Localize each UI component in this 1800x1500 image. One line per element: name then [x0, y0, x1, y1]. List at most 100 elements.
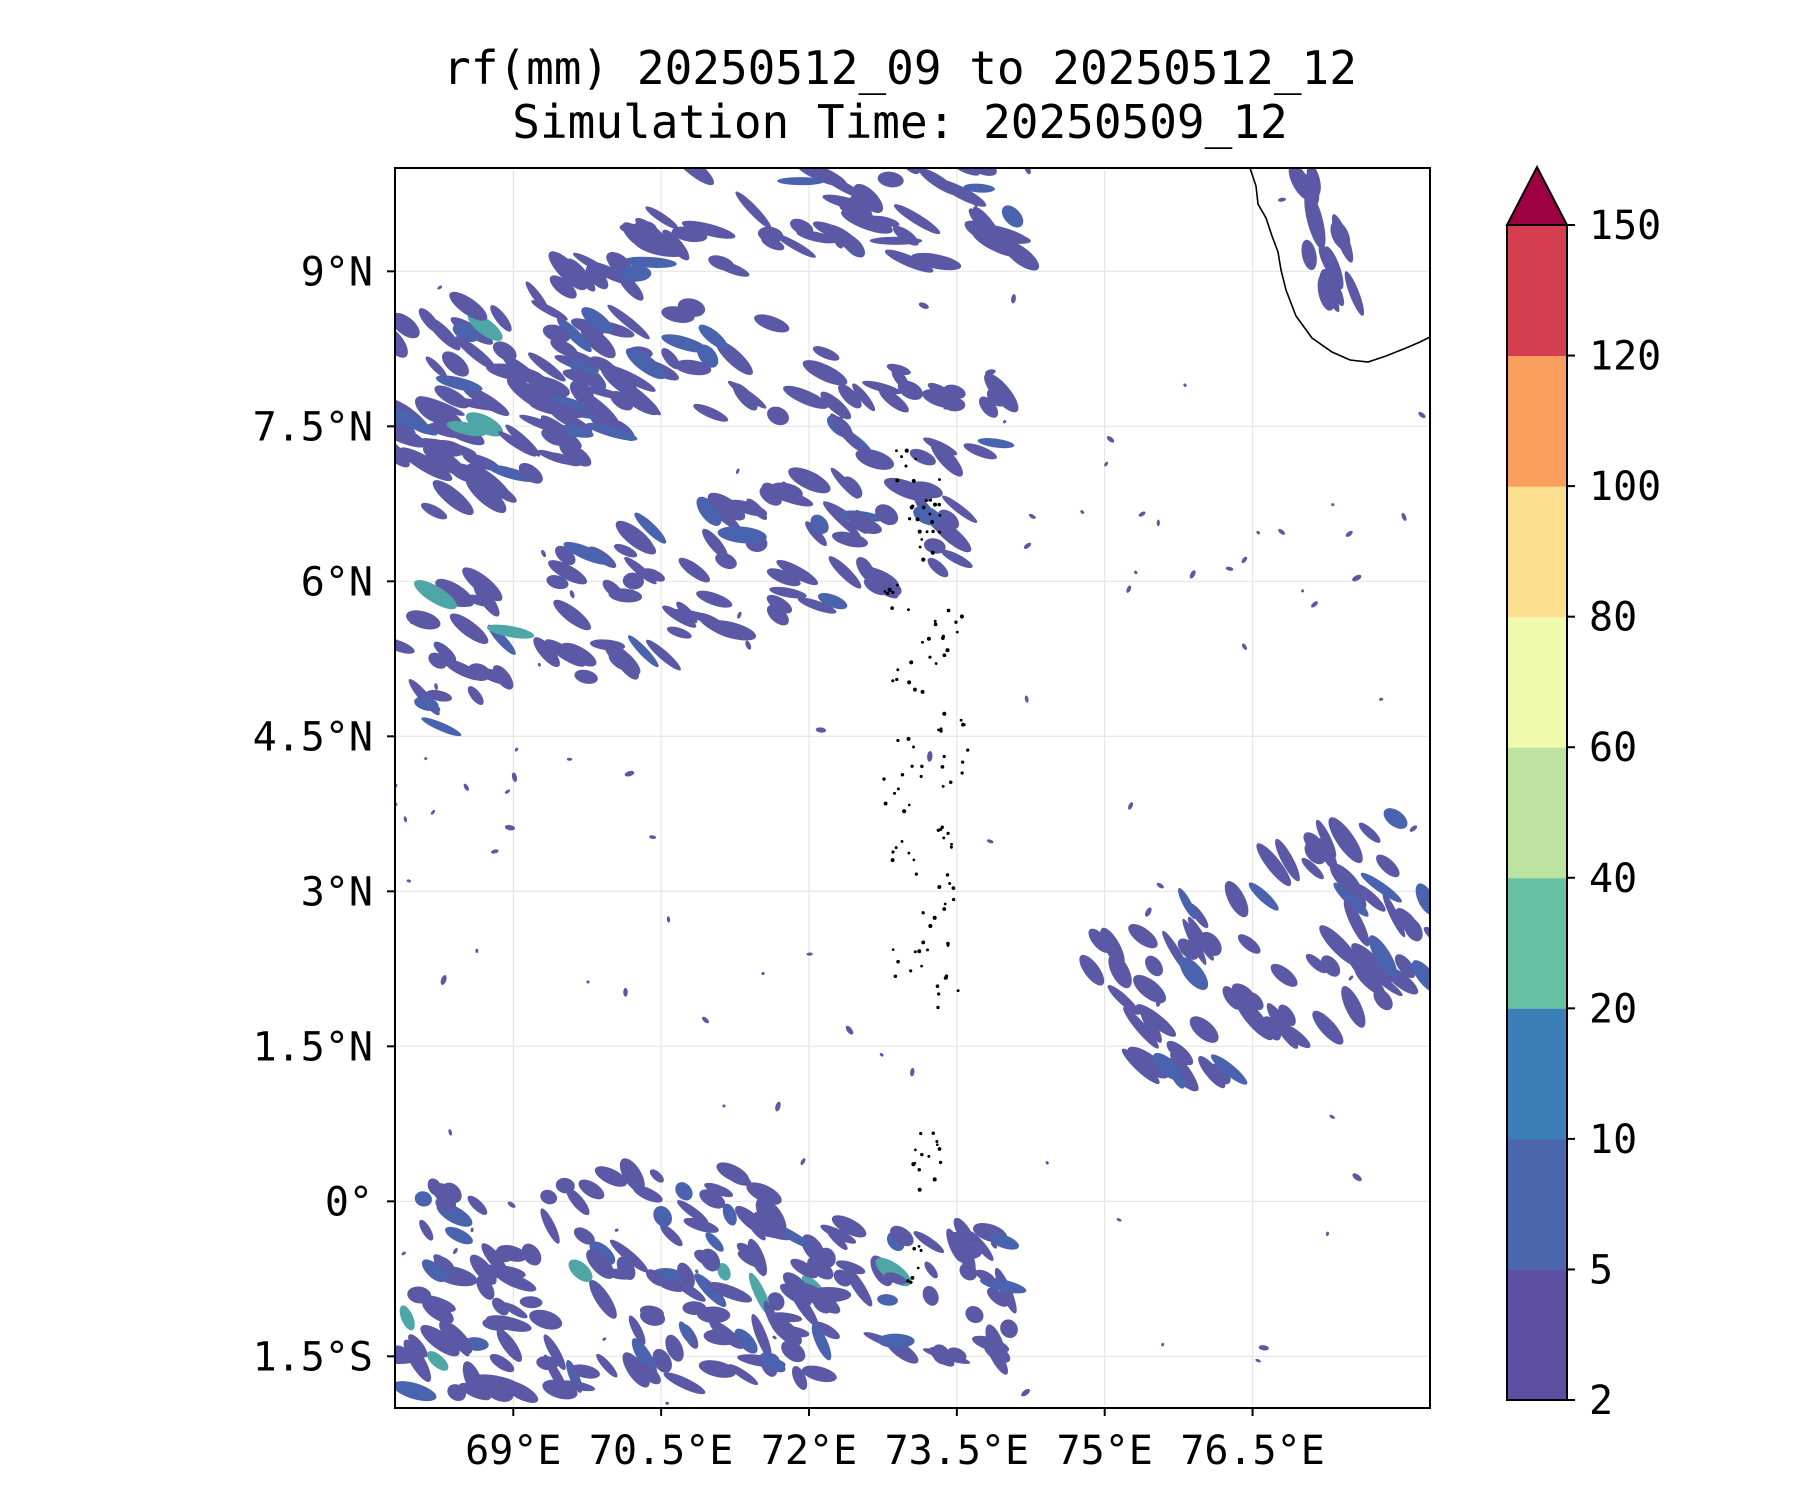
rain-cell: [1108, 953, 1132, 989]
atoll-dot: [925, 948, 930, 952]
rain-cell: [475, 948, 479, 953]
rain-cell: [696, 590, 733, 608]
atoll-dot: [916, 1266, 920, 1270]
rain-cell: [1379, 697, 1384, 701]
rain-cell: [791, 1365, 808, 1391]
rain-cell: [736, 1242, 761, 1262]
atoll-dot: [910, 1275, 915, 1280]
atoll-dot: [907, 517, 912, 521]
rainfall-cells: [395, 168, 1430, 1405]
rain-cell: [893, 204, 941, 235]
rain-cell: [439, 1320, 473, 1354]
colorbar-label: 120: [1589, 334, 1661, 380]
rain-cell: [1329, 1114, 1335, 1119]
rain-cell: [570, 1364, 600, 1379]
rain-cell: [490, 849, 499, 854]
rain-cell: [496, 1271, 537, 1292]
rain-cell: [540, 1189, 558, 1205]
rain-cell: [754, 314, 790, 333]
rain-cell: [542, 324, 571, 343]
rain-cell: [639, 1305, 664, 1319]
rain-cell: [1344, 271, 1365, 316]
rain-cell: [769, 586, 807, 599]
rain-cell: [766, 594, 793, 614]
rain-cell: [1197, 1019, 1201, 1026]
atoll-dot: [936, 1005, 940, 1010]
rain-cell: [661, 334, 707, 353]
rain-cell: [620, 265, 652, 282]
atoll-dot: [942, 754, 946, 759]
rain-cell: [665, 1334, 684, 1362]
rain-cell: [555, 1177, 575, 1194]
rain-cell: [1368, 935, 1398, 978]
rain-cell: [670, 168, 714, 186]
colorbar-segment: [1507, 1269, 1567, 1401]
rain-cell: [1256, 843, 1292, 887]
rain-cell: [968, 1230, 994, 1261]
rain-cell: [701, 1016, 709, 1024]
rain-cell: [883, 477, 933, 502]
atoll-dot: [933, 502, 938, 507]
atoll-dot: [938, 478, 941, 482]
rain-cell: [504, 824, 516, 831]
rain-cell: [705, 1232, 724, 1252]
rain-cell: [463, 783, 469, 791]
colorbar-label: 5: [1589, 1247, 1613, 1293]
rain-cell: [697, 1306, 731, 1324]
rain-cell: [986, 839, 994, 844]
rain-cell: [1152, 1052, 1182, 1081]
colorbar-segment: [1507, 486, 1567, 618]
rain-cell: [528, 352, 566, 382]
rain-cell: [927, 557, 949, 578]
rain-cell: [1356, 884, 1386, 912]
rain-cell: [911, 252, 962, 271]
rain-cell: [504, 789, 511, 794]
rain-cell: [922, 1285, 939, 1306]
rain-cell: [1345, 530, 1353, 537]
atoll-dot: [917, 529, 922, 534]
rain-cell: [620, 527, 657, 555]
atoll-dot: [890, 606, 895, 610]
atoll-dot: [945, 648, 950, 653]
x-tick-label: 75°E: [1057, 1428, 1153, 1474]
rain-cell: [395, 431, 410, 468]
colorbar-segment: [1507, 877, 1567, 1009]
rain-cell: [737, 611, 742, 619]
rain-cell: [1306, 168, 1321, 197]
rain-cell: [467, 594, 491, 607]
rain-cell: [817, 592, 848, 610]
rain-cell: [937, 179, 987, 207]
colorbar-segment: [1507, 747, 1567, 879]
rain-cell: [735, 468, 740, 475]
rain-cell: [799, 1283, 841, 1314]
rain-cell: [635, 217, 666, 243]
atoll-dot: [935, 1143, 939, 1146]
atoll-dot: [943, 902, 947, 906]
rain-cell: [810, 514, 829, 534]
rain-cell: [428, 652, 447, 669]
atoll-dot: [934, 662, 938, 665]
rain-cell: [1305, 953, 1328, 974]
rain-cell: [1351, 943, 1387, 978]
rain-cell: [399, 447, 453, 482]
rain-cell: [822, 194, 875, 213]
rain-cell: [414, 580, 457, 610]
rain-cell: [1411, 960, 1430, 993]
rain-cell: [845, 1025, 854, 1035]
rain-cell: [540, 1208, 560, 1244]
atoll-dot: [896, 668, 900, 672]
rain-cell: [395, 404, 438, 436]
atoll-dot: [963, 723, 966, 726]
atoll-dot: [937, 728, 940, 732]
rain-cell: [467, 1195, 488, 1215]
rain-cell: [570, 318, 605, 336]
rain-cell: [448, 1129, 453, 1136]
rain-cell: [544, 639, 585, 667]
atoll-dot: [920, 964, 923, 968]
rain-cell: [489, 1353, 515, 1373]
atoll-dot: [921, 557, 926, 562]
rain-cell: [630, 673, 634, 679]
rain-cell: [975, 1269, 995, 1283]
rain-cell: [1246, 991, 1264, 1011]
